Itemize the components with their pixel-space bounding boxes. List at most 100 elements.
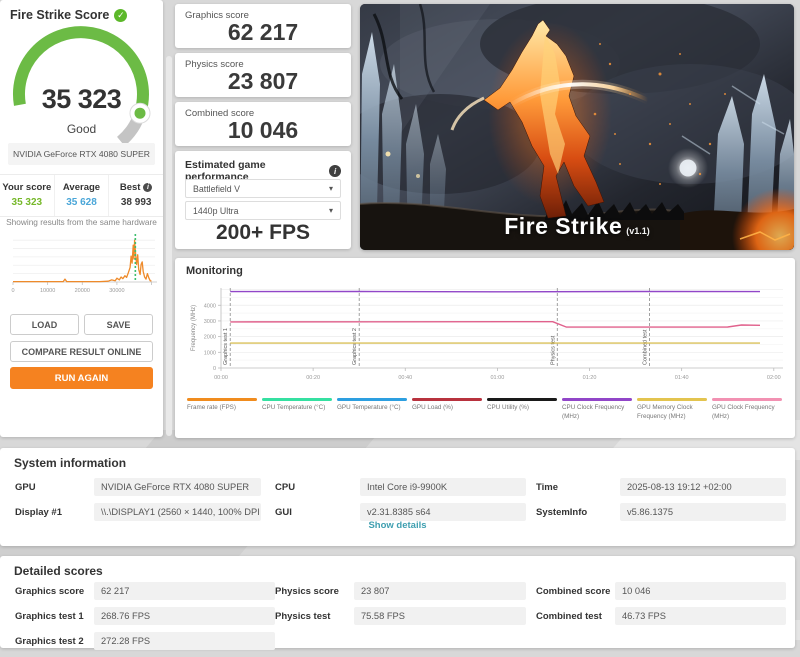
svg-text:Frequency (MHz): Frequency (MHz) xyxy=(191,305,197,351)
detail-cell: Graphics score 62 217 xyxy=(15,582,515,600)
detail-cell: Physics score 23 807 xyxy=(275,582,526,600)
gui-label: GUI xyxy=(275,506,292,518)
run-again-button[interactable]: RUN AGAIN xyxy=(10,367,153,389)
best-score-value: 38 993 xyxy=(120,197,152,208)
monitoring-legend: Frame rate (FPS) CPU Temperature (°C) GPU … xyxy=(187,398,789,421)
monitoring-chart-svg: 0 1000 2000 3000 4000 Frequency (MHz) 00:00 00:… xyxy=(191,288,783,381)
legend-item: CPU Utility (%) xyxy=(487,398,557,421)
legend-color-bar xyxy=(487,398,557,401)
detail-label: Graphics score xyxy=(15,585,85,597)
svg-text:00:40: 00:40 xyxy=(398,375,412,381)
legend-item: GPU Clock Frequency (MHz) xyxy=(712,398,782,421)
graphics-score-card: Graphics score 62 217 xyxy=(175,4,351,48)
legend-item: CPU Temperature (°C) xyxy=(262,398,332,421)
detail-label: Combined test xyxy=(536,610,602,622)
systeminfo-value: v5.86.1375 xyxy=(620,503,786,521)
detail-cell: Physics test 75.58 FPS xyxy=(275,607,526,625)
display-label: Display #1 xyxy=(15,506,62,518)
svg-text:10000: 10000 xyxy=(40,288,55,294)
scrollbar[interactable] xyxy=(166,56,172,436)
system-info-row: GUI v2.31.8385 s64 xyxy=(275,503,526,521)
detail-label: Graphics test 1 xyxy=(15,610,84,622)
preset-select[interactable]: 1440p Ultra ▾ xyxy=(185,201,341,220)
game-performance-info-icon[interactable]: i xyxy=(329,165,341,177)
gpu-name-box: NVIDIA GeForce RTX 4080 SUPER xyxy=(8,143,155,165)
show-details-link[interactable]: Show details xyxy=(368,520,427,531)
legend-color-bar xyxy=(337,398,407,401)
legend-item: GPU Load (%) xyxy=(412,398,482,421)
benchmark-hero-image: Fire Strike (v1.1) xyxy=(360,4,794,250)
legend-label: CPU Clock Frequency (MHz) xyxy=(562,404,625,420)
detail-cell: Combined test 46.73 FPS xyxy=(536,607,786,625)
system-info-row: GPU NVIDIA GeForce RTX 4080 SUPER xyxy=(15,478,261,496)
legend-label: GPU Temperature (°C) xyxy=(337,404,401,411)
detail-label: Physics test xyxy=(275,610,331,622)
benchmark-title-text: Fire Strike xyxy=(504,213,623,239)
system-info-row: SystemInfo v5.86.1375 xyxy=(536,503,786,521)
best-score-cell: Best i 38 993 xyxy=(108,175,163,216)
detail-label: Combined score xyxy=(536,585,611,597)
preset-select-value: 1440p Ultra xyxy=(193,205,239,216)
overall-score-value: 35 323 xyxy=(41,84,122,114)
combined-score-value: 10 046 xyxy=(227,117,299,143)
legend-item: GPU Memory Clock Frequency (MHz) xyxy=(637,398,707,421)
combined-score-label: Combined score xyxy=(185,108,255,119)
svg-text:01:00: 01:00 xyxy=(491,375,505,381)
physics-score-value: 23 807 xyxy=(227,68,299,94)
score-panel-title: Fire Strike Score xyxy=(10,8,110,22)
detail-value: 23 807 xyxy=(354,582,526,600)
svg-text:01:40: 01:40 xyxy=(675,375,689,381)
legend-color-bar xyxy=(637,398,707,401)
score-gauge-arc xyxy=(13,26,151,147)
detailed-scores-panel: Detailed scores Graphics score 62 217 Ph… xyxy=(0,556,795,650)
physics-score-card: Physics score 23 807 xyxy=(175,53,351,97)
system-info-row: Time 2025-08-13 19:12 +02:00 xyxy=(536,478,786,496)
best-score-label: Best xyxy=(119,182,141,193)
svg-text:0: 0 xyxy=(213,366,216,372)
best-score-info-icon[interactable]: i xyxy=(143,183,153,192)
gpu-value: NVIDIA GeForce RTX 4080 SUPER xyxy=(94,478,261,496)
system-info-row: CPU Intel Core i9-9900K xyxy=(275,478,526,496)
detail-value: 10 046 xyxy=(615,582,786,600)
svg-text:3000: 3000 xyxy=(204,319,216,325)
average-score-label: Average xyxy=(62,182,101,193)
time-label: Time xyxy=(536,481,559,493)
svg-text:00:00: 00:00 xyxy=(214,375,228,381)
legend-color-bar xyxy=(562,398,632,401)
system-info-row: Display #1 \\.\DISPLAY1 (2560 × 1440, 10… xyxy=(15,503,261,521)
detail-cell: Graphics test 2 272.28 FPS xyxy=(15,632,515,650)
monitoring-title: Monitoring xyxy=(186,265,243,277)
svg-text:20000: 20000 xyxy=(75,288,90,294)
legend-label: CPU Utility (%) xyxy=(487,404,529,411)
detail-value: 268.76 FPS xyxy=(94,607,275,625)
firestrike-score-panel: Fire Strike Score ✓ 35 323 Good NVIDIA G… xyxy=(0,0,163,437)
detail-label: Physics score xyxy=(275,585,339,597)
detail-value: 75.58 FPS xyxy=(354,607,526,625)
combined-score-card: Combined score 10 046 xyxy=(175,102,351,146)
detail-value: 46.73 FPS xyxy=(615,607,786,625)
save-button[interactable]: SAVE xyxy=(84,314,153,335)
compare-result-online-button[interactable]: COMPARE RESULT ONLINE xyxy=(10,341,153,362)
svg-text:Combined test: Combined test xyxy=(642,329,648,365)
system-information-title: System information xyxy=(14,456,127,470)
game-select[interactable]: Battlefield V ▾ xyxy=(185,179,341,198)
svg-text:Physics test: Physics test xyxy=(550,335,556,365)
cpu-value: Intel Core i9-9900K xyxy=(360,478,526,496)
legend-item: Frame rate (FPS) xyxy=(187,398,257,421)
game-select-value: Battlefield V xyxy=(193,183,240,194)
load-button[interactable]: LOAD xyxy=(10,314,79,335)
system-information-panel: System information GPU NVIDIA GeForce RT… xyxy=(0,448,795,546)
svg-text:2000: 2000 xyxy=(204,335,216,341)
display-value: \\.\DISPLAY1 (2560 × 1440, 100% DPI scal… xyxy=(94,503,261,521)
score-panel-header: Fire Strike Score ✓ xyxy=(10,8,128,22)
cpu-label: CPU xyxy=(275,481,296,493)
chevron-down-icon: ▾ xyxy=(328,184,333,193)
hero-artwork xyxy=(360,4,794,250)
svg-text:02:00: 02:00 xyxy=(767,375,781,381)
systeminfo-label: SystemInfo xyxy=(536,506,588,518)
legend-label: GPU Clock Frequency (MHz) xyxy=(712,404,775,420)
ember-particles xyxy=(593,43,726,185)
average-score-cell: Average 35 628 xyxy=(53,175,109,216)
estimated-fps-value: 200+ FPS xyxy=(216,221,310,244)
svg-text:0: 0 xyxy=(11,288,14,294)
